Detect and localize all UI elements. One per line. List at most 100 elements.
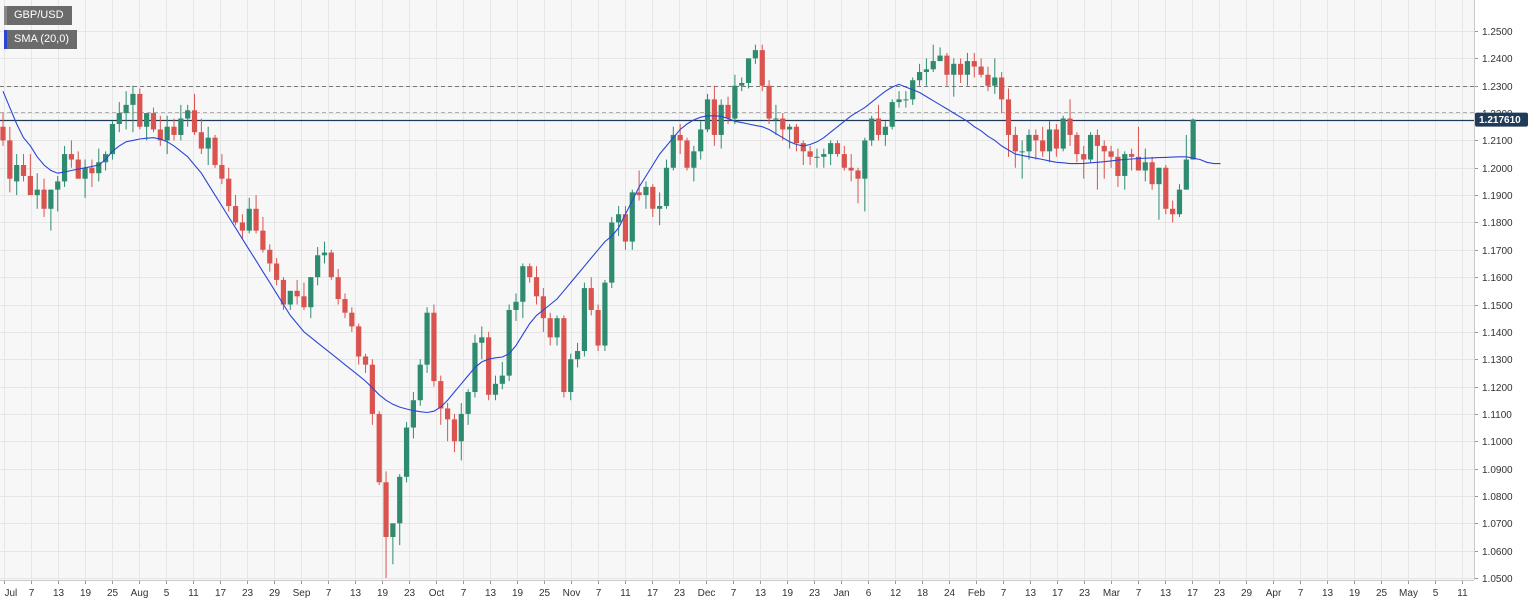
- y-tick-label: 1.1000: [1482, 437, 1513, 448]
- candle-body: [992, 77, 998, 86]
- x-tick-label: Aug: [131, 588, 149, 599]
- candle-body: [1115, 156, 1121, 176]
- last-price-tag-bg: [1475, 112, 1528, 127]
- candle-body: [930, 61, 936, 70]
- candle-body: [609, 222, 615, 283]
- x-tick-label: 11: [620, 588, 631, 599]
- candle-body: [499, 375, 505, 384]
- candle-body: [821, 154, 827, 157]
- candle-body: [684, 140, 690, 168]
- x-tick-label: 19: [512, 588, 524, 599]
- x-tick-label: 11: [188, 588, 199, 599]
- legend-sma[interactable]: SMA (20,0): [4, 30, 78, 49]
- candle-body: [568, 359, 574, 393]
- candle-body: [773, 118, 779, 120]
- candle-body: [1046, 129, 1053, 152]
- candle-body: [752, 50, 758, 59]
- x-tick-label: Nov: [563, 588, 581, 599]
- candle-body: [397, 476, 403, 524]
- candle-body: [520, 266, 526, 302]
- candle-body: [212, 137, 218, 166]
- candle-body: [1040, 140, 1046, 152]
- x-tick-label: 13: [755, 588, 767, 599]
- y-tick-label: 1.1600: [1482, 273, 1513, 284]
- candle-body: [574, 350, 581, 360]
- y-tick-label: 1.2000: [1482, 164, 1513, 175]
- y-tick-label: 1.1500: [1482, 301, 1513, 312]
- candle-body: [670, 134, 676, 168]
- candle-body: [1019, 151, 1025, 153]
- x-tick-label: 19: [80, 588, 92, 599]
- x-tick-label: 7: [596, 588, 602, 599]
- candle-body: [403, 427, 410, 477]
- candle-body: [766, 85, 772, 119]
- candle-body: [451, 419, 458, 442]
- candle-body: [417, 364, 423, 401]
- candle-body: [287, 290, 293, 305]
- x-tick-label: Apr: [1266, 588, 1282, 599]
- candle-body: [144, 113, 150, 127]
- y-tick-label: 1.1900: [1482, 191, 1513, 202]
- candle-body: [458, 413, 464, 442]
- candle-body: [937, 55, 943, 62]
- x-tick-label: Sep: [293, 588, 311, 599]
- x-tick-label: Jul: [5, 588, 18, 599]
- x-tick-label: Oct: [429, 588, 445, 599]
- candle-body: [335, 277, 341, 300]
- x-tick-label: 23: [674, 588, 686, 599]
- candle-body: [971, 61, 977, 67]
- x-tick-label: May: [1399, 588, 1418, 599]
- candle-body: [595, 309, 601, 346]
- legend-symbol[interactable]: GBP/USD: [4, 6, 72, 25]
- candle-body: [855, 170, 861, 179]
- candle-body: [923, 69, 929, 73]
- legend-symbol-label: GBP/USD: [14, 9, 64, 21]
- candle-body: [869, 118, 875, 141]
- candle-body: [1101, 145, 1107, 152]
- y-tick-label: 1.0600: [1482, 547, 1513, 558]
- candle-body: [513, 301, 519, 310]
- x-tick-label: 29: [1241, 588, 1253, 599]
- candle-body: [657, 206, 663, 209]
- x-tick-label: 7: [1298, 588, 1304, 599]
- candle-body: [55, 181, 61, 190]
- x-tick-label: 7: [326, 588, 332, 599]
- x-tick-label: 18: [917, 588, 929, 599]
- candle-body: [862, 140, 868, 179]
- candle-body: [1129, 154, 1135, 157]
- candle-body: [34, 189, 40, 196]
- x-tick-label: 7: [461, 588, 467, 599]
- candle-body: [916, 72, 923, 81]
- x-tick-label: 23: [404, 588, 416, 599]
- y-tick-label: 1.2100: [1482, 136, 1513, 147]
- x-tick-label: 7: [1001, 588, 1007, 599]
- candle-body: [793, 126, 800, 144]
- candle-body: [20, 165, 27, 176]
- candle-body: [629, 192, 635, 242]
- candle-body: [150, 113, 157, 130]
- candle-body: [800, 143, 806, 152]
- candle-body: [828, 143, 834, 155]
- x-tick-label: 13: [53, 588, 65, 599]
- candle-body: [787, 126, 793, 130]
- candle-body: [96, 162, 102, 174]
- candle-body: [985, 74, 991, 86]
- x-tick-label: 24: [944, 588, 956, 599]
- x-tick-label: 7: [1136, 588, 1142, 599]
- y-tick-label: 1.1100: [1482, 410, 1512, 421]
- sma-series: [2, 83, 1221, 414]
- candle-body: [246, 208, 252, 231]
- candle-body: [841, 154, 847, 168]
- candle-body: [89, 167, 95, 174]
- candle-body: [1033, 134, 1039, 141]
- candle-body: [48, 189, 54, 209]
- candle-body: [643, 186, 649, 196]
- candle-body: [732, 85, 738, 119]
- y-tick-label: 1.0800: [1482, 492, 1513, 503]
- candle-body: [328, 252, 334, 278]
- candle-body: [342, 299, 348, 313]
- candle-body: [171, 126, 177, 135]
- candle-body: [807, 151, 813, 157]
- candle-body: [137, 93, 143, 127]
